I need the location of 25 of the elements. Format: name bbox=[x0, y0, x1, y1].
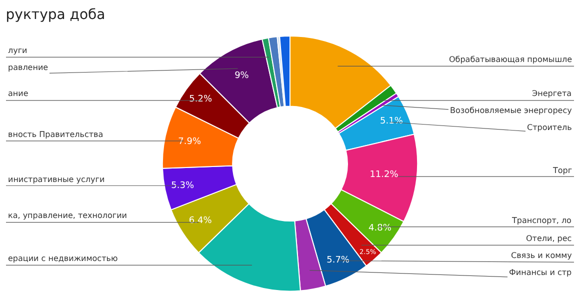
slice-label: равление bbox=[8, 63, 48, 72]
slice-label: вность Правительства bbox=[8, 130, 104, 139]
data-label: 5.2% bbox=[189, 94, 212, 105]
slice-label: Транспорт, ло bbox=[511, 216, 572, 225]
slice-label: Обрабатывающая промышле bbox=[449, 55, 572, 64]
data-label: 5.3% bbox=[171, 180, 194, 191]
data-label: 5.1% bbox=[380, 116, 404, 127]
slice-label: ка, управление, технологии bbox=[8, 211, 128, 220]
slice-label: Связь и комму bbox=[511, 251, 572, 260]
slice-label: ание bbox=[8, 89, 28, 98]
data-label: 7.9% bbox=[178, 137, 202, 148]
slice-label: Финансы и стр bbox=[509, 268, 572, 277]
slice-label: Энергета bbox=[532, 89, 572, 98]
slice-label: Отели, рес bbox=[526, 234, 572, 243]
chart-title: руктура доба bbox=[6, 6, 106, 23]
slice-label: Строитель bbox=[527, 123, 572, 132]
data-label: 5.7% bbox=[326, 256, 350, 266]
slice-label: Торг bbox=[552, 166, 572, 175]
data-label: 9% bbox=[234, 71, 250, 82]
slice-label: инистративные услуги bbox=[8, 175, 105, 184]
data-label: 6.4% bbox=[188, 216, 212, 226]
data-label: 11.2% bbox=[370, 170, 399, 180]
slice-label: ерации с недвижимостью bbox=[8, 254, 118, 263]
slice-label: луги bbox=[8, 46, 28, 55]
slice-label: Возобновляемые энергоресу bbox=[450, 106, 572, 115]
